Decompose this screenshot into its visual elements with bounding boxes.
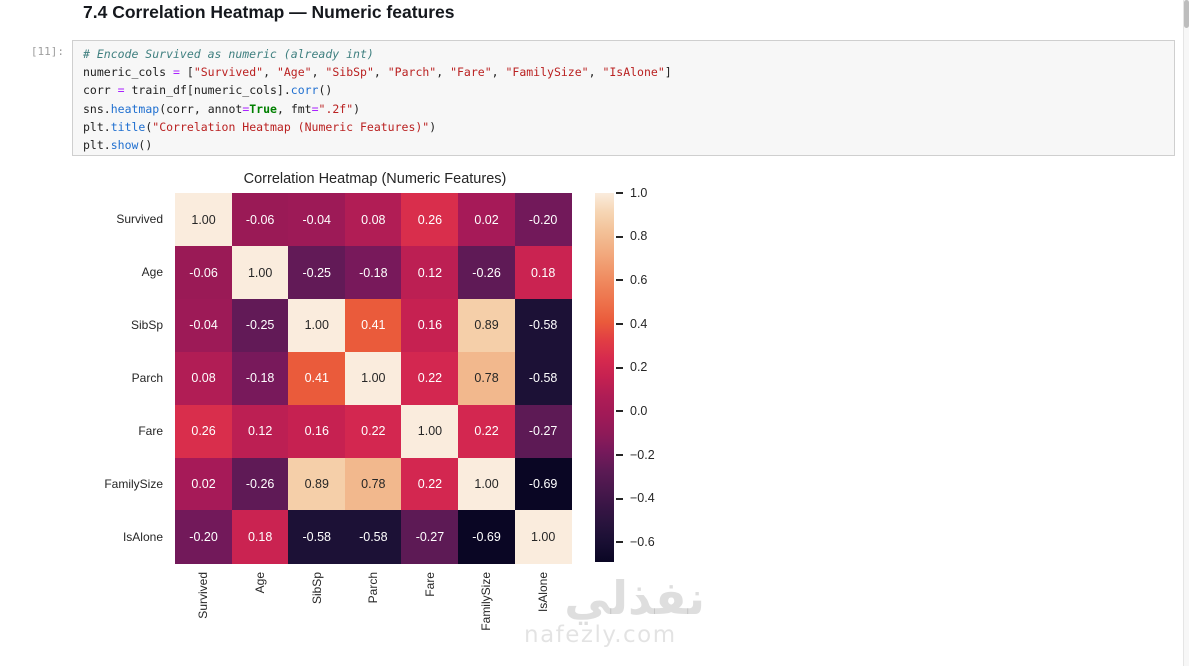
- heatmap-cell: -0.69: [514, 457, 572, 511]
- y-tick-label: SibSp: [130, 318, 163, 333]
- code-line: numeric_cols = ["Survived", "Age", "SibS…: [83, 65, 672, 80]
- colorbar-tick-mark: [616, 366, 623, 369]
- y-tick-label: IsAlone: [122, 529, 163, 544]
- heatmap-cell: 0.22: [458, 404, 516, 458]
- heatmap-cell: 0.78: [458, 351, 516, 406]
- code-line: plt.show(): [83, 138, 153, 153]
- heatmap-cell: 0.16: [401, 298, 459, 353]
- notebook-heading: 7.4 Correlation Heatmap — Numeric featur…: [83, 2, 455, 22]
- heatmap-cell: 1.00: [401, 404, 459, 458]
- heatmap-cell: -0.20: [175, 510, 233, 564]
- heatmap-cell: 1.00: [231, 245, 289, 300]
- colorbar-tick-label: 0.2: [630, 360, 648, 375]
- colorbar-tick-label: 0.4: [630, 316, 648, 331]
- heatmap-cell: -0.27: [514, 404, 572, 458]
- colorbar-tick-label: −0.2: [630, 447, 655, 462]
- watermark-domain: nafezly.com: [524, 622, 677, 648]
- heatmap-cell: 1.00: [175, 193, 233, 247]
- heatmap-cell: 0.22: [401, 457, 459, 511]
- heatmap-cell: 0.16: [288, 404, 346, 458]
- y-tick-label: Fare: [138, 424, 163, 439]
- heatmap-cell: -0.04: [288, 193, 346, 247]
- heatmap-cell: -0.58: [344, 510, 402, 564]
- heatmap-cell: 0.89: [458, 298, 516, 353]
- code-area[interactable]: # Encode Survived as numeric (already in…: [83, 45, 1164, 154]
- heatmap-cell: 0.41: [344, 298, 402, 353]
- colorbar-tick-mark: [616, 279, 623, 282]
- y-tick-label: Age: [141, 265, 163, 280]
- code-line: # Encode Survived as numeric (already in…: [83, 47, 374, 61]
- heatmap-cell: 0.26: [401, 193, 459, 247]
- colorbar-tick-mark: [616, 541, 623, 544]
- heatmap-cell: 1.00: [344, 351, 402, 406]
- colorbar-tick-label: 0.6: [630, 272, 648, 287]
- heatmap-cell: 0.41: [288, 351, 346, 406]
- colorbar-tick-label: −0.6: [630, 534, 655, 549]
- x-tick-label: Survived: [196, 572, 211, 619]
- y-tick-label: Survived: [116, 212, 163, 227]
- heatmap-cell: -0.58: [288, 510, 346, 564]
- heatmap-cell: 0.02: [175, 457, 233, 511]
- heatmap-cell: 0.08: [344, 193, 402, 247]
- x-tick-label: Parch: [366, 572, 381, 604]
- heatmap-cell: -0.06: [175, 245, 233, 300]
- heatmap-cell: 0.18: [231, 510, 289, 564]
- heatmap-cell: 0.18: [514, 245, 572, 300]
- colorbar-tick-label: 0.8: [630, 229, 648, 244]
- y-tick-label: Parch: [131, 371, 163, 386]
- heatmap-cell: -0.18: [231, 351, 289, 406]
- scrollbar-thumb[interactable]: [1184, 0, 1189, 28]
- colorbar-tick-mark: [616, 235, 623, 238]
- colorbar-tick-label: −0.4: [630, 491, 655, 506]
- heatmap-cell: 0.89: [288, 457, 346, 511]
- heatmap-cell: -0.18: [344, 245, 402, 300]
- x-tick-label: FamilySize: [479, 572, 494, 631]
- colorbar-tick-mark: [616, 497, 623, 500]
- heatmap-cell: -0.26: [458, 245, 516, 300]
- heatmap-cell: -0.25: [231, 298, 289, 353]
- code-line: plt.title("Correlation Heatmap (Numeric …: [83, 119, 437, 134]
- x-tick-label: Age: [252, 572, 267, 594]
- figure-title: Correlation Heatmap (Numeric Features): [243, 171, 507, 187]
- cell-prompt: [11]:: [30, 45, 64, 58]
- heatmap-cell: -0.69: [458, 510, 516, 564]
- heatmap-cell: -0.25: [288, 245, 346, 300]
- colorbar: [595, 193, 614, 562]
- y-tick-label: FamilySize: [104, 476, 163, 491]
- heatmap-cell: 1.00: [288, 298, 346, 353]
- heatmap-cell: -0.26: [231, 457, 289, 511]
- code-line: corr = train_df[numeric_cols].corr(): [83, 83, 333, 98]
- heatmap-cell: 0.26: [175, 404, 233, 458]
- scrollbar-track[interactable]: [1183, 0, 1189, 666]
- heatmap-cell: 0.02: [458, 193, 516, 247]
- heatmap-cell: -0.27: [401, 510, 459, 564]
- heatmap-cell: 0.12: [231, 404, 289, 458]
- x-tick-label: Fare: [422, 572, 437, 597]
- heatmap-cell: -0.58: [514, 298, 572, 353]
- heatmap-cell: -0.58: [514, 351, 572, 406]
- heatmap-cell: 1.00: [514, 510, 572, 564]
- colorbar-tick-mark: [616, 323, 623, 325]
- heatmap-cell: 0.22: [401, 351, 459, 406]
- heatmap-cell: 1.00: [458, 457, 516, 511]
- heatmap-cell: -0.20: [514, 193, 572, 247]
- colorbar-tick-label: 1.0: [630, 185, 648, 200]
- heatmap-cell: -0.04: [175, 298, 233, 353]
- heatmap-cell: 0.22: [344, 404, 402, 458]
- heatmap-cell: 0.78: [344, 457, 402, 511]
- heatmap-cell: 0.12: [401, 245, 459, 300]
- colorbar-tick-label: 0.0: [630, 403, 648, 418]
- colorbar-tick-mark: [616, 192, 623, 194]
- heatmap-cell: 0.08: [175, 351, 233, 406]
- watermark-logo: نفذلي: [564, 571, 705, 625]
- heatmap-cell: -0.06: [231, 193, 289, 247]
- x-tick-label: SibSp: [309, 572, 324, 605]
- colorbar-tick-mark: [616, 410, 623, 413]
- code-line: sns.heatmap(corr, annot=True, fmt=".2f"): [83, 101, 361, 116]
- colorbar-tick-mark: [616, 454, 623, 456]
- code-cell[interactable]: # Encode Survived as numeric (already in…: [72, 40, 1175, 156]
